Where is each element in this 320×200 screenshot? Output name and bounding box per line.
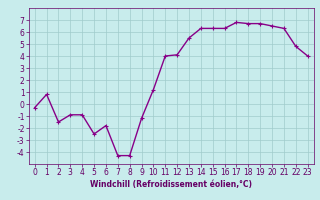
X-axis label: Windchill (Refroidissement éolien,°C): Windchill (Refroidissement éolien,°C): [90, 180, 252, 189]
